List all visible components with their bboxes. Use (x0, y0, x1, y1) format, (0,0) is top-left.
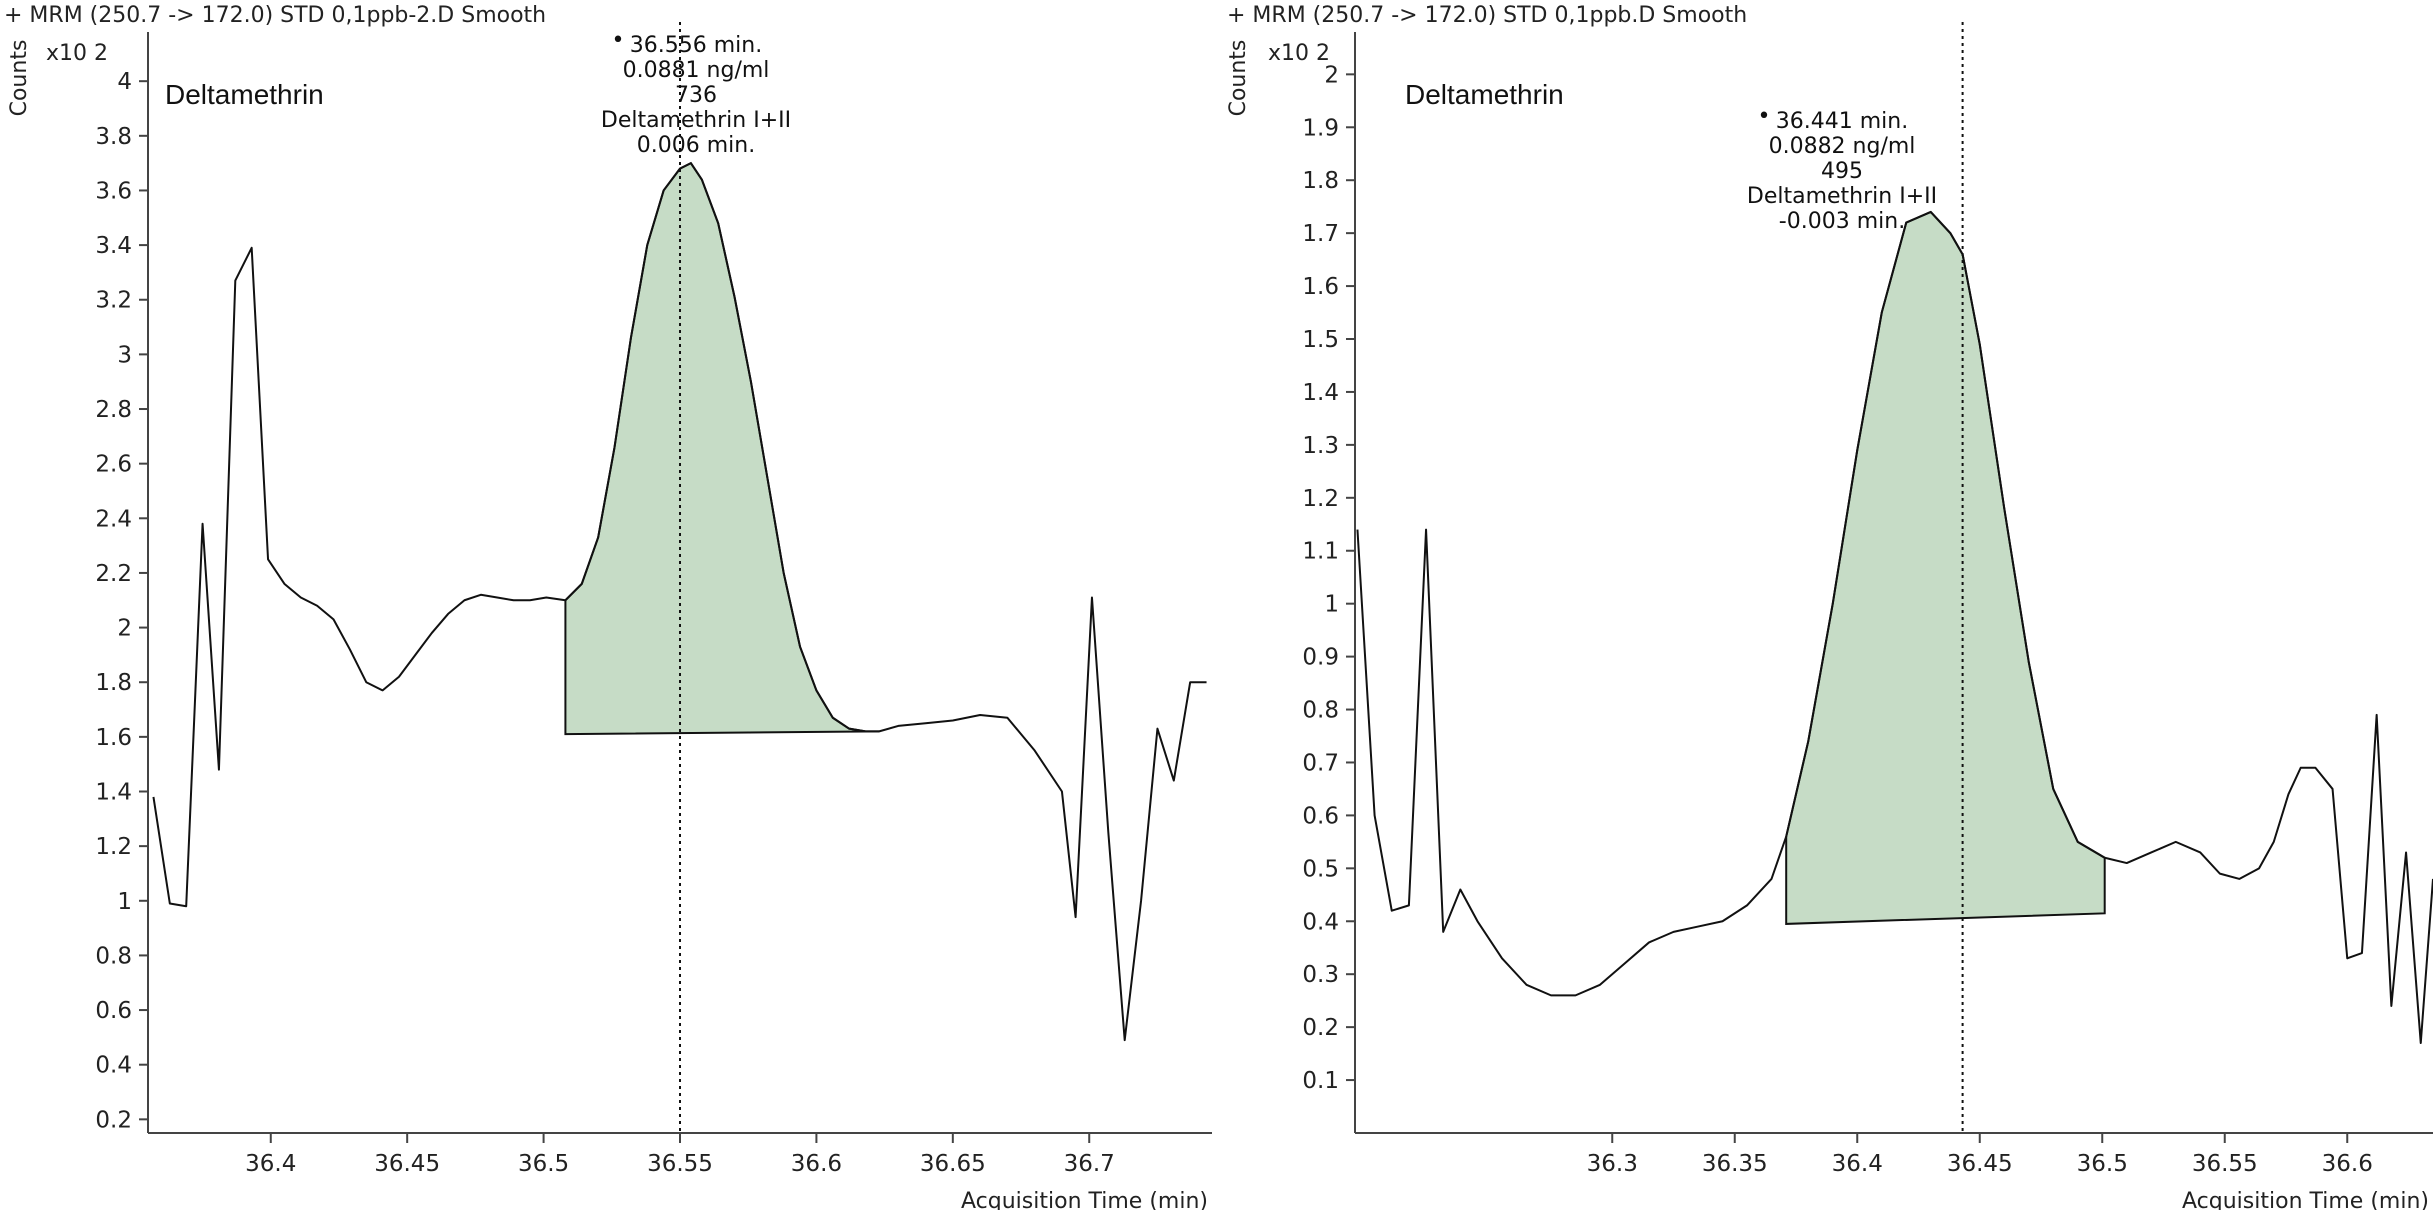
y-tick-label: 1.9 (1302, 115, 1339, 141)
y-tick-label: 0.6 (1302, 803, 1339, 829)
peak-annotation-line: 36.441 min. (1776, 109, 1908, 134)
x-tick-label: 36.6 (791, 1151, 842, 1177)
compound-name: Deltamethrin (165, 79, 324, 110)
y-tick-label: 1.2 (95, 834, 132, 860)
y-tick-label: 0.3 (1302, 962, 1339, 988)
y-scale-label: x10 2 (1268, 41, 1330, 66)
y-tick-label: 0.1 (1302, 1068, 1339, 1094)
y-tick-label: 1 (1324, 592, 1339, 618)
y-scale-label: x10 2 (46, 41, 108, 66)
y-tick-label: 3.4 (95, 233, 132, 259)
x-tick-label: 36.65 (920, 1151, 986, 1177)
peak-annotation-dot: • (1758, 104, 1771, 129)
x-tick-label: 36.5 (518, 1151, 569, 1177)
y-tick-label: 4 (117, 69, 132, 95)
peak-annotation-dot: • (612, 28, 625, 53)
y-tick-label: 0.5 (1302, 856, 1339, 882)
y-tick-label: 1.1 (1302, 539, 1339, 565)
peak-annotation-line: Deltamethrin I+II (601, 108, 791, 133)
x-tick-label: 36.55 (647, 1151, 713, 1177)
x-axis-title: Acquisition Time (min) (961, 1189, 1208, 1210)
chromatogram-panel-left: + MRM (250.7 -> 172.0) STD 0,1ppb-2.D Sm… (4, 3, 1212, 1210)
y-tick-label: 1.7 (1302, 221, 1339, 247)
y-tick-label: 0.2 (95, 1107, 132, 1133)
y-tick-label: 2.2 (95, 561, 132, 587)
x-axis-title: Acquisition Time (min) (2182, 1189, 2429, 1210)
y-tick-label: 0.4 (1302, 909, 1339, 935)
x-tick-label: 36.35 (1702, 1151, 1768, 1177)
y-tick-label: 0.7 (1302, 750, 1339, 776)
y-tick-label: 1.3 (1302, 433, 1339, 459)
y-tick-label: 1.4 (1302, 380, 1339, 406)
x-tick-label: 36.3 (1587, 1151, 1638, 1177)
peak-annotation-line: 36.556 min. (630, 33, 762, 58)
chromatogram-panel-right: + MRM (250.7 -> 172.0) STD 0,1ppb.D Smoo… (1226, 3, 2433, 1210)
y-tick-label: 0.2 (1302, 1015, 1339, 1041)
y-tick-label: 1.2 (1302, 486, 1339, 512)
peak-annotation-line: Deltamethrin I+II (1747, 184, 1937, 209)
y-tick-label: 1.4 (95, 779, 132, 805)
x-tick-label: 36.4 (1832, 1151, 1883, 1177)
y-tick-label: 1.6 (1302, 274, 1339, 300)
y-tick-label: 2 (1324, 62, 1339, 88)
y-tick-label: 3.6 (95, 178, 132, 204)
x-tick-label: 36.4 (245, 1151, 296, 1177)
y-tick-label: 0.9 (1302, 645, 1339, 671)
y-tick-label: 1.8 (95, 670, 132, 696)
y-tick-label: 2.4 (95, 506, 132, 532)
y-tick-label: 3.8 (95, 124, 132, 150)
y-tick-label: 0.8 (1302, 698, 1339, 724)
y-axis-title: Counts (7, 40, 32, 117)
y-tick-label: 2.6 (95, 452, 132, 478)
x-tick-label: 36.55 (2192, 1151, 2258, 1177)
chromatogram-trace (1356, 210, 2433, 1045)
y-tick-label: 0.8 (95, 943, 132, 969)
y-tick-label: 0.4 (95, 1053, 132, 1079)
y-tick-label: 0.6 (95, 998, 132, 1024)
chart-header: + MRM (250.7 -> 172.0) STD 0,1ppb-2.D Sm… (4, 3, 546, 28)
y-tick-label: 1.5 (1302, 327, 1339, 353)
x-tick-label: 36.45 (374, 1151, 440, 1177)
y-tick-label: 2 (117, 616, 132, 642)
chart-header: + MRM (250.7 -> 172.0) STD 0,1ppb.D Smoo… (1227, 3, 1747, 28)
y-axis-title: Counts (1226, 40, 1251, 117)
y-tick-label: 2.8 (95, 397, 132, 423)
peak-annotation-line: 736 (675, 83, 717, 108)
x-tick-label: 36.7 (1064, 1151, 1115, 1177)
peak-annotation-line: 0.006 min. (637, 133, 755, 158)
y-tick-label: 3.2 (95, 288, 132, 314)
y-tick-label: 1.8 (1302, 168, 1339, 194)
chromatogram-trace (152, 162, 1207, 1042)
y-tick-label: 1.6 (95, 725, 132, 751)
integrated-peak-area (1785, 210, 2106, 925)
x-tick-label: 36.45 (1947, 1151, 2013, 1177)
x-tick-label: 36.6 (2322, 1151, 2373, 1177)
peak-annotation-line: -0.003 min. (1779, 209, 1905, 234)
compound-name: Deltamethrin (1405, 79, 1564, 110)
y-tick-label: 3 (117, 342, 132, 368)
y-tick-label: 1 (117, 889, 132, 915)
peak-annotation-line: 0.0882 ng/ml (1769, 134, 1916, 159)
peak-annotation-line: 495 (1821, 159, 1863, 184)
peak-annotation-line: 0.0881 ng/ml (623, 58, 770, 83)
x-tick-label: 36.5 (2077, 1151, 2128, 1177)
integrated-peak-area (564, 161, 880, 736)
